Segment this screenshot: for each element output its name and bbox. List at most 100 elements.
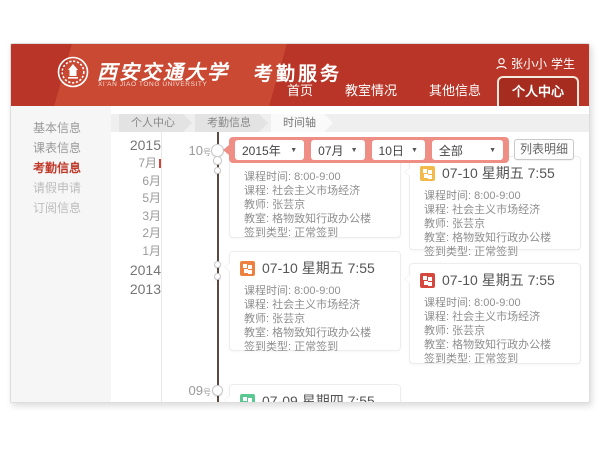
university-name-cn: 西安交通大学: [97, 62, 229, 84]
field-label: 教师:: [244, 199, 273, 211]
field-label: 签到类型:: [244, 227, 295, 239]
breadcrumb-item-1[interactable]: 个人中心: [119, 114, 192, 132]
card-field: 教师: 张芸京: [240, 198, 390, 212]
user-role: 学生: [550, 57, 575, 71]
card-field: 教室: 格物致知行政办公楼: [240, 326, 390, 340]
card-field: 签到类型: 正常签到: [420, 352, 570, 366]
field-label: 签到类型:: [244, 341, 295, 353]
attendance-card[interactable]: 07-09 星期四 7:55: [224, 384, 401, 402]
scale-year-label[interactable]: 2014: [129, 261, 161, 278]
timeline-panel: 2015 7月 6月 5月 3月 2月 1月 2014 2013 10号 09号 2015年 ▼ 07…: [111, 132, 589, 402]
university-name-en: XI'AN JIAO TONG UNIVERSITY: [98, 81, 208, 88]
card-header: 07-10 星期五 7:55: [420, 163, 570, 183]
card-field: 教室: 格物致知行政办公楼: [240, 212, 390, 226]
attendance-card[interactable]: 07-10 星期五 7:55 课程时间: 8:00-9:00 课程: 社会主义市场经…: [224, 251, 401, 354]
field-label: 教师:: [424, 218, 453, 230]
card-pointer: [404, 274, 410, 284]
card-pointer: [404, 167, 410, 177]
field-label: 课程:: [244, 185, 273, 197]
sidebar-item-1[interactable]: 基本信息: [33, 121, 82, 135]
sidebar-item-2[interactable]: 课表信息: [33, 141, 82, 155]
breadcrumb-item-3[interactable]: 时间轴: [271, 114, 333, 132]
app-title: 考勤服务: [254, 64, 343, 85]
dropdown-type[interactable]: 全部 ▼: [431, 140, 503, 160]
sidebar-item-3[interactable]: 考勤信息: [33, 161, 82, 175]
field-value: 张芸京: [452, 218, 486, 230]
main-nav: 首页 教室情况 其他信息 个人中心: [271, 76, 579, 106]
field-label: 课程时间:: [244, 285, 295, 297]
day-suffix: 号: [203, 388, 211, 397]
app-window: 西安交通大学 XI'AN JIAO TONG UNIVERSITY 考勤服务 张…: [10, 43, 590, 403]
attendance-type-icon: [420, 272, 435, 288]
scale-month-label[interactable]: 3月: [142, 208, 161, 223]
card-field: 教师: 张芸京: [420, 324, 570, 338]
field-value: 社会主义市场经济: [452, 311, 541, 323]
scale-year-label[interactable]: 2013: [129, 280, 161, 297]
field-value: 社会主义市场经济: [452, 204, 541, 216]
card-field: 课程时间: 8:00-9:00: [420, 189, 570, 203]
breadcrumb-item-2[interactable]: 考勤信息: [195, 114, 268, 132]
sidebar-item-4[interactable]: 请假申请: [33, 181, 82, 195]
field-label: 教室:: [424, 339, 453, 351]
nav-item-2[interactable]: 教室情况: [344, 83, 397, 98]
list-detail-button[interactable]: 列表明细: [514, 139, 574, 160]
field-label: 课程时间:: [424, 190, 475, 202]
scale-divider: [161, 132, 162, 402]
scale-month-label[interactable]: 2月: [142, 226, 161, 241]
scale-month-label[interactable]: 6月: [142, 173, 161, 188]
field-label: 教室:: [424, 232, 453, 244]
dropdown-year[interactable]: 2015年 ▼: [235, 140, 305, 160]
attendance-card[interactable]: 07-10 星期五 7:55 课程时间: 8:00-9:00 课程: 社会主义市场经…: [404, 156, 581, 258]
card-field: 课程时间: 8:00-9:00: [240, 284, 390, 298]
attendance-card[interactable]: 07-10 星期五 7:55 课程时间: 8:00-9:00 课程: 社会主义市场经…: [404, 263, 581, 366]
nav-item-3[interactable]: 其他信息: [428, 83, 481, 98]
user-info[interactable]: 张小小 学生: [496, 55, 575, 72]
field-label: 签到类型:: [424, 246, 475, 258]
field-value: 格物致知行政办公楼: [272, 213, 372, 225]
card-header: 07-10 星期五 7:55: [240, 258, 390, 278]
card-field: 教师: 张芸京: [240, 312, 390, 326]
scale-month-label[interactable]: 7月: [115, 155, 161, 173]
field-label: 课程时间:: [244, 171, 295, 183]
card-header: 07-10 星期五 7:55: [420, 270, 570, 290]
chevron-down-icon: ▼: [410, 146, 418, 154]
card-field: 课程: 社会主义市场经济: [420, 203, 570, 217]
university-emblem-icon: [57, 56, 89, 88]
scale-year-label[interactable]: 2015: [129, 137, 161, 153]
dropdown-month[interactable]: 07月 ▼: [311, 140, 365, 160]
dropdown-day-value: 10日: [378, 143, 404, 158]
card-date: 07-10 星期五 7:55: [442, 165, 555, 181]
chevron-down-icon: ▼: [350, 146, 358, 154]
day-suffix: 号: [203, 148, 211, 157]
dropdown-year-value: 2015年: [242, 143, 281, 158]
card-field: 签到类型: 正常签到: [240, 226, 390, 240]
field-value: 张芸京: [452, 325, 486, 337]
field-label: 课程:: [424, 311, 453, 323]
field-value: 正常签到: [474, 246, 519, 258]
dropdown-day[interactable]: 10日 ▼: [371, 140, 425, 160]
timeline-node: [214, 167, 221, 174]
field-value: 8:00-9:00: [474, 297, 521, 309]
chevron-down-icon: ▼: [290, 146, 298, 154]
field-value: 8:00-9:00: [294, 171, 341, 183]
chevron-down-icon: ▼: [489, 146, 496, 154]
sidebar-item-5[interactable]: 订阅信息: [33, 201, 82, 215]
day-number: 10: [188, 143, 203, 158]
scale-month-label[interactable]: 5月: [142, 191, 161, 206]
attendance-type-icon: [240, 260, 255, 276]
field-value: 张芸京: [272, 313, 306, 325]
card-field: 签到类型: 正常签到: [240, 340, 390, 354]
scale-month-label[interactable]: 1月: [142, 243, 161, 258]
nav-item-4[interactable]: 个人中心: [496, 76, 579, 106]
app-header: 西安交通大学 XI'AN JIAO TONG UNIVERSITY 考勤服务 张…: [11, 44, 589, 106]
timeline-node: [214, 273, 221, 280]
nav-item-1[interactable]: 首页: [286, 83, 313, 98]
card-field: 课程: 社会主义市场经济: [420, 310, 570, 324]
timeline-scale: 2015 7月 6月 5月 3月 2月 1月 2014 2013: [115, 136, 161, 299]
day-marker: 09号: [171, 383, 211, 399]
field-label: 课程时间:: [424, 297, 475, 309]
sidebar: 基本信息课表信息考勤信息请假申请订阅信息: [11, 106, 111, 402]
field-value: 社会主义市场经济: [272, 299, 361, 311]
field-value: 8:00-9:00: [294, 285, 341, 297]
field-label: 教师:: [424, 325, 453, 337]
